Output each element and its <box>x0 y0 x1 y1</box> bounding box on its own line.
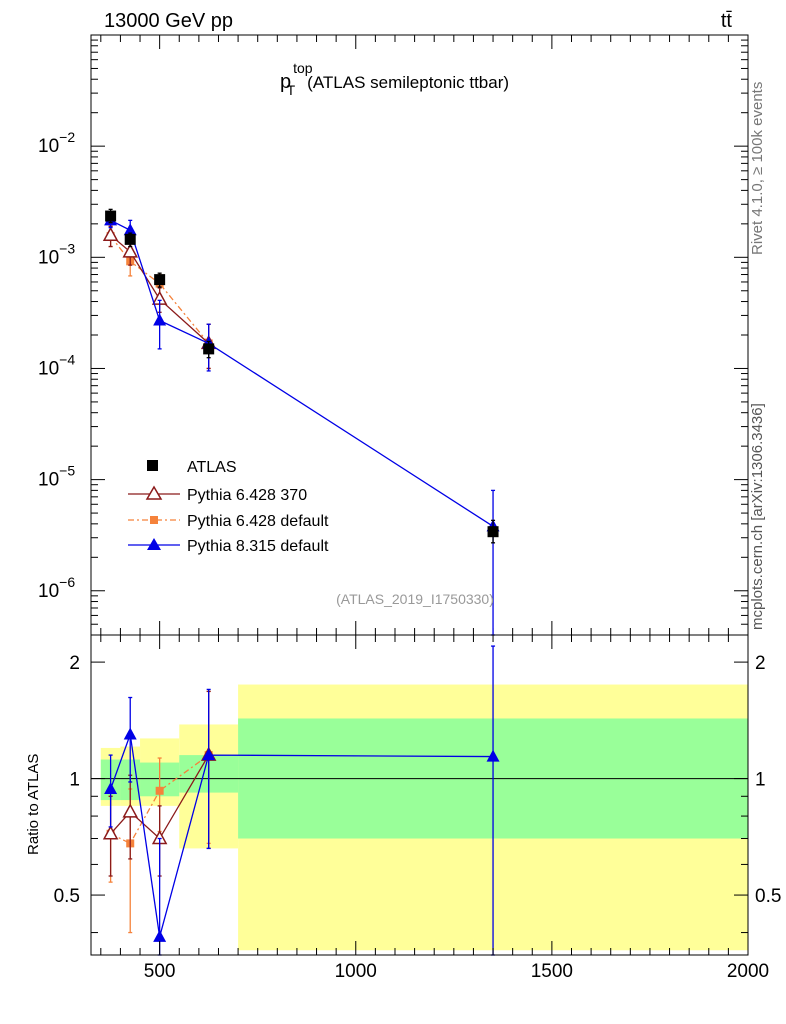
ratio-y-tick-label: 2 <box>69 653 80 674</box>
main-panel: ptop T (ATLAS semileptonic ttbar) (ATLAS_2… <box>38 34 749 636</box>
tick-base: 10 <box>38 136 59 157</box>
legend-label-atlas: ATLAS <box>187 459 237 476</box>
main-series-layer <box>102 208 500 636</box>
title-subscript: T <box>287 82 296 98</box>
series-line-py6_370 <box>110 754 210 840</box>
data-point-py8_default <box>202 748 216 761</box>
data-point-py6_370 <box>102 226 119 241</box>
tick-exponent: −2 <box>59 129 75 145</box>
analysis-label: (ATLAS_2019_I1750330) <box>336 591 494 607</box>
legend-marker-py6-default <box>150 516 158 524</box>
ratio-panel: Ratio to ATLAS 0.5 0.5 1 1 2 2 500 1000 1500 2000 <box>25 634 782 982</box>
legend-marker-py8-default <box>147 538 161 550</box>
title-symbol: p <box>280 71 291 93</box>
main-y-tick-label: 10−3 <box>38 240 75 268</box>
main-y-tick-label: 10−5 <box>38 463 75 491</box>
data-point-atlas <box>154 274 166 286</box>
ratio-y-tick-label-right: 0.5 <box>755 886 781 907</box>
ratio-tick-labels: 0.5 0.5 1 1 2 2 500 1000 1500 2000 <box>54 653 782 982</box>
x-tick-label: 500 <box>144 961 176 982</box>
main-y-tick-labels: 10−210−310−410−510−6 <box>38 129 75 602</box>
legend-marker-atlas <box>147 460 158 471</box>
series-line-py6_default <box>110 235 210 344</box>
mcplots-label: mcplots.cern.ch [arXiv:1306.3436] <box>749 403 766 630</box>
series-line-py8_default <box>110 219 494 527</box>
data-point-atlas <box>124 233 136 245</box>
data-point-py6_370 <box>102 825 119 840</box>
ratio-uncertainty-bands <box>100 684 749 951</box>
data-point-py8_default <box>153 929 167 942</box>
data-point-atlas <box>487 526 499 538</box>
main-y-tick-label: 10−2 <box>38 129 75 157</box>
series-py8_default <box>104 645 500 956</box>
tick-exponent: −3 <box>59 240 75 256</box>
tick-exponent: −4 <box>59 351 75 367</box>
main-title: ptop T (ATLAS semileptonic ttbar) <box>280 60 509 98</box>
data-point-py8_default <box>123 223 137 236</box>
data-point-py6_370 <box>122 803 138 818</box>
series-atlas <box>105 208 499 544</box>
beam-label: 13000 GeV pp <box>104 10 233 32</box>
x-tick-label: 1500 <box>531 961 573 982</box>
tick-base: 10 <box>38 581 59 602</box>
legend-label-py8-default: Pythia 8.315 default <box>187 538 329 555</box>
legend-label-py6-370: Pythia 6.428 370 <box>187 487 307 504</box>
legend-label-py6-default: Pythia 6.428 default <box>187 513 329 530</box>
tick-exponent: −5 <box>59 463 75 479</box>
main-y-tick-label: 10−6 <box>38 574 75 602</box>
tick-base: 10 <box>38 247 59 268</box>
ratio-plot-frame <box>90 634 749 956</box>
process-label: tt̄ <box>721 10 733 32</box>
ratio-y-tick-label: 1 <box>69 770 80 791</box>
rivet-version-label: Rivet 4.1.0, ≥ 100k events <box>749 82 766 255</box>
data-point-atlas <box>203 343 215 355</box>
ratio-y-tick-label-right: 2 <box>755 653 766 674</box>
series-line-py6_default <box>110 754 210 845</box>
ratio-axis-ticks <box>91 635 749 955</box>
data-point-atlas <box>105 210 117 222</box>
ratio-y-tick-label: 0.5 <box>54 886 80 907</box>
data-point-py8_default <box>153 313 167 326</box>
main-y-tick-label: 10−4 <box>38 351 75 379</box>
ratio-y-axis-label: Ratio to ATLAS <box>25 754 42 855</box>
data-point-py6_370 <box>122 243 138 258</box>
tick-base: 10 <box>38 358 59 379</box>
title-superscript: top <box>293 60 313 76</box>
data-point-py8_default <box>123 727 137 740</box>
legend: ATLAS Pythia 6.428 370 Pythia 6.428 defa… <box>128 459 329 555</box>
data-point-py8_default <box>104 781 118 794</box>
legend-marker-py6-370 <box>145 485 163 500</box>
x-tick-label: 1000 <box>335 961 377 982</box>
tick-base: 10 <box>38 470 59 491</box>
data-point-py8_default <box>486 749 500 762</box>
ratio-series-layer <box>102 645 500 956</box>
tick-exponent: −6 <box>59 574 75 590</box>
title-rest: (ATLAS semileptonic ttbar) <box>307 73 509 92</box>
x-tick-label: 2000 <box>727 961 769 982</box>
ratio-y-tick-label-right: 1 <box>755 770 766 791</box>
data-point-py6_default <box>155 786 164 795</box>
